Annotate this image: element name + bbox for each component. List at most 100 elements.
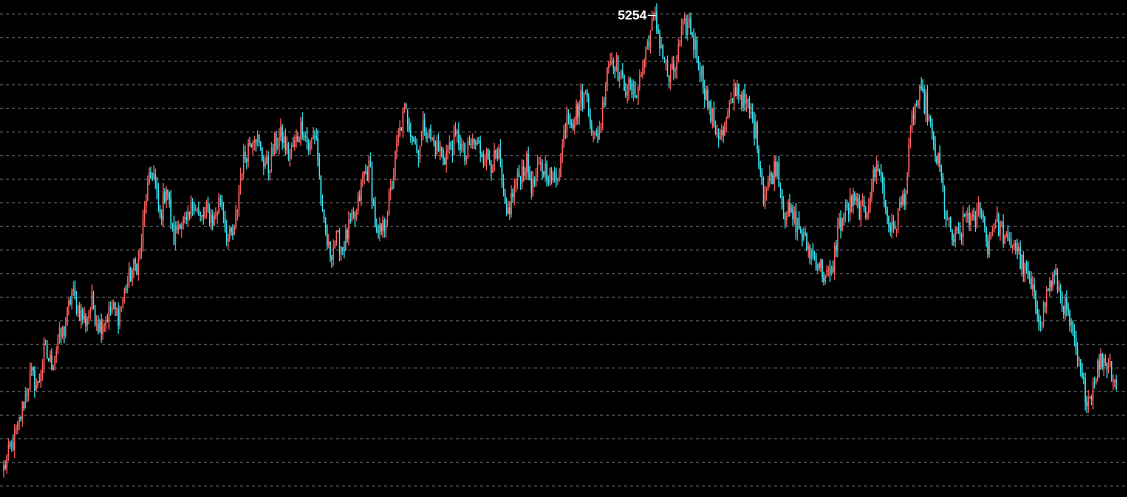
candle-body bbox=[490, 163, 492, 173]
candle-body bbox=[120, 306, 122, 311]
candle-body bbox=[252, 142, 254, 148]
candle-body bbox=[241, 174, 243, 176]
candle-body bbox=[1092, 382, 1094, 401]
candle-body bbox=[221, 199, 223, 205]
candle-body bbox=[470, 144, 472, 146]
candle-body bbox=[20, 416, 22, 419]
candle-body bbox=[628, 78, 630, 94]
candle-body bbox=[967, 213, 969, 215]
candle-body bbox=[38, 381, 40, 383]
candle-body bbox=[1106, 362, 1108, 370]
candle-body bbox=[60, 327, 62, 337]
candle-body bbox=[830, 267, 833, 274]
candle-body bbox=[382, 220, 384, 232]
candle-body bbox=[665, 61, 667, 63]
candle-body bbox=[307, 142, 310, 151]
candle-body bbox=[272, 148, 274, 155]
candle-body bbox=[428, 128, 430, 137]
candle-body bbox=[964, 213, 966, 217]
candle-body bbox=[170, 198, 172, 224]
candle-body bbox=[49, 354, 51, 361]
candle-body bbox=[498, 148, 500, 158]
candle-body bbox=[547, 179, 549, 184]
candle-body bbox=[1039, 321, 1042, 326]
candle-body bbox=[1015, 243, 1017, 248]
candle-body bbox=[202, 215, 204, 218]
candle-body bbox=[1033, 284, 1035, 292]
candle-body bbox=[69, 300, 71, 304]
candle-body bbox=[956, 228, 958, 230]
candle-body bbox=[555, 175, 557, 181]
candle-body bbox=[1073, 330, 1076, 338]
candle-body bbox=[278, 137, 280, 147]
candle-body bbox=[1107, 365, 1110, 370]
candle-body bbox=[215, 215, 217, 217]
candle-body bbox=[622, 71, 624, 76]
candle-body bbox=[882, 174, 884, 186]
candle-body bbox=[219, 198, 221, 200]
candle-body bbox=[608, 63, 610, 69]
candle-body bbox=[465, 156, 467, 161]
candle-body bbox=[736, 83, 738, 97]
candle-body bbox=[230, 227, 232, 233]
candle-body bbox=[735, 87, 737, 97]
candle-body bbox=[66, 307, 68, 326]
candle-body bbox=[756, 122, 758, 149]
candle-body bbox=[894, 225, 896, 230]
candle-body bbox=[914, 104, 916, 119]
candle-body bbox=[222, 205, 225, 219]
candle-body bbox=[24, 393, 27, 409]
candle-body bbox=[275, 133, 277, 149]
candle-body bbox=[495, 150, 497, 154]
candle-body bbox=[193, 207, 195, 211]
candle-body bbox=[553, 173, 556, 176]
candle-body bbox=[281, 126, 283, 143]
candle-body bbox=[292, 145, 294, 147]
candle-body bbox=[700, 66, 703, 76]
candle-body bbox=[818, 264, 820, 268]
candle-body bbox=[416, 144, 418, 151]
candle-body bbox=[72, 289, 74, 293]
candle-body bbox=[68, 300, 70, 308]
candle-body bbox=[612, 60, 614, 69]
candle-body bbox=[105, 320, 107, 325]
candle-body bbox=[264, 163, 266, 167]
candle-body bbox=[176, 226, 178, 231]
candle-body bbox=[119, 311, 121, 326]
candle-body bbox=[372, 200, 375, 203]
candle-body bbox=[232, 232, 234, 236]
candle-body bbox=[713, 108, 715, 127]
candle-body bbox=[594, 133, 596, 135]
candle-body bbox=[1038, 314, 1040, 322]
candle-body bbox=[303, 134, 305, 139]
candle-body bbox=[402, 108, 404, 131]
candle-body bbox=[739, 94, 741, 96]
candle-body bbox=[337, 230, 339, 232]
candle-body bbox=[796, 218, 799, 232]
candle-body bbox=[267, 156, 269, 173]
candle-body bbox=[592, 133, 594, 135]
candle-body bbox=[646, 41, 649, 48]
candle-body bbox=[561, 145, 563, 158]
candle-body bbox=[895, 228, 898, 230]
candle-body bbox=[447, 150, 449, 152]
candle-body bbox=[173, 224, 175, 245]
candle-body bbox=[445, 151, 447, 165]
candle-body bbox=[1063, 305, 1065, 315]
candle-body bbox=[168, 193, 170, 199]
candle-body bbox=[1011, 245, 1014, 248]
candle-body bbox=[855, 197, 857, 201]
candle-body bbox=[869, 197, 871, 206]
peak-label: 5254 bbox=[618, 8, 648, 23]
candle-body bbox=[44, 344, 47, 346]
candle-body bbox=[892, 222, 895, 226]
candle-body bbox=[329, 241, 331, 258]
candle-body bbox=[250, 144, 252, 148]
candle-body bbox=[917, 100, 919, 105]
candle-body bbox=[150, 172, 152, 178]
candle-body bbox=[764, 194, 766, 204]
candle-body bbox=[731, 98, 734, 104]
candle-body bbox=[634, 82, 636, 98]
candle-body bbox=[229, 227, 231, 239]
candle-body bbox=[946, 219, 949, 221]
